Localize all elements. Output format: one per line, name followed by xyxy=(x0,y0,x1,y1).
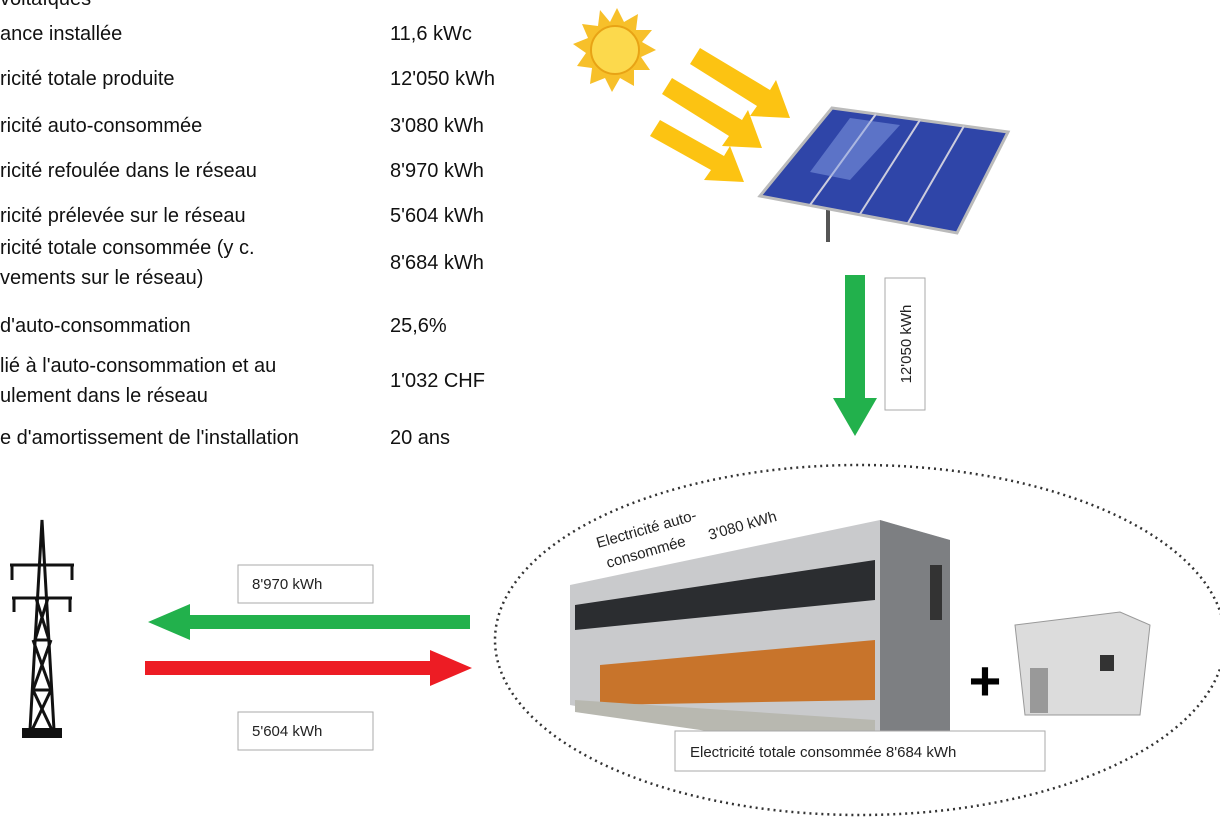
plus-sign: + xyxy=(969,649,1002,712)
row-label: ricité totale produite xyxy=(0,68,175,90)
total-consumption-label: Electricité totale consommée 8'684 kWh xyxy=(690,744,956,761)
cabin xyxy=(1014,611,1151,716)
row-label: ricité auto-consommée xyxy=(0,115,202,137)
row-value: 20 ans xyxy=(390,427,450,449)
row-value: 11,6 kWc xyxy=(390,23,472,45)
solar-panel xyxy=(757,106,1011,242)
label-box xyxy=(884,277,926,411)
self-consumption-value: 3'080 kWh xyxy=(706,508,778,544)
withdrawal-arrow xyxy=(145,650,472,686)
row-label: ulement dans le réseau xyxy=(0,385,208,407)
label-box xyxy=(674,730,1046,772)
injection-label: 8'970 kWh xyxy=(252,576,322,593)
row-label: ricité refoulée dans le réseau xyxy=(0,160,257,182)
row-value: 3'080 kWh xyxy=(390,115,484,137)
row-label: ance installée xyxy=(0,23,122,45)
table-title: voltaïques xyxy=(0,0,91,10)
row-value: 8'684 kWh xyxy=(390,252,484,274)
building xyxy=(570,520,950,762)
sun-rays xyxy=(650,48,790,182)
pylon xyxy=(10,519,74,731)
row-label: d'auto-consommation xyxy=(0,315,191,337)
pylon-base xyxy=(22,728,62,738)
withdrawal-label: 5'604 kWh xyxy=(252,723,322,740)
row-value: 12'050 kWh xyxy=(390,68,495,90)
row-label: e d'amortissement de l'installation xyxy=(0,427,299,449)
production-arrow xyxy=(833,275,877,436)
production-label: 12'050 kWh xyxy=(898,305,915,384)
row-label: lié à l'auto-consommation et au xyxy=(0,355,276,377)
label-box xyxy=(237,711,374,751)
row-value: 8'970 kWh xyxy=(390,160,484,182)
row-value: 5'604 kWh xyxy=(390,205,484,227)
row-value: 25,6% xyxy=(390,315,447,337)
row-label: vements sur le réseau) xyxy=(0,267,203,289)
injection-arrow xyxy=(148,604,470,640)
row-label: ricité prélevée sur le réseau xyxy=(0,205,246,227)
label-box xyxy=(237,564,374,604)
row-label: ricité totale consommée (y c. xyxy=(0,237,255,259)
sun xyxy=(573,8,656,92)
row-value: 1'032 CHF xyxy=(390,370,485,392)
